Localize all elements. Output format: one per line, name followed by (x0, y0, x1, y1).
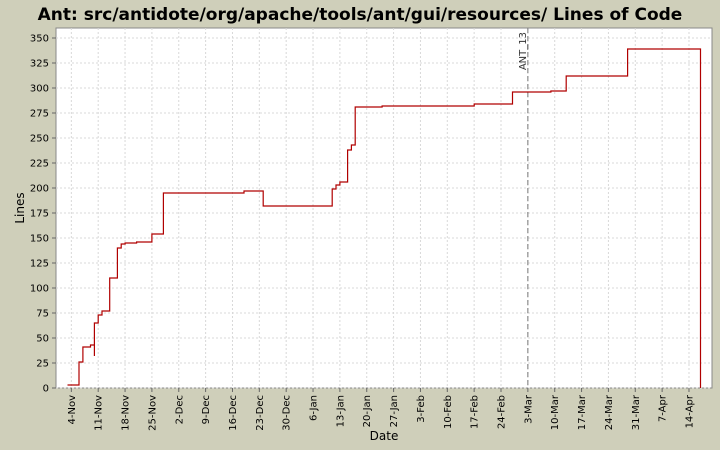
x-tick-label: 3-Feb (416, 395, 427, 423)
y-ticks: 0 25 50 75 100 125 150 175 200 225 250 275 300 325 350 (30, 34, 56, 395)
y-tick-label: 25 (36, 359, 49, 370)
series-layer (67, 48, 702, 388)
grid-layer (56, 28, 712, 389)
x-ticks: 4-Nov 11-Nov 18-Nov 25-Nov 2-Dec 9-Dec 16-Dec 2… (67, 388, 695, 431)
x-tick-label: 10-Mar (550, 394, 561, 430)
y-tick-label: 150 (30, 234, 49, 245)
x-tick-label: 6-Jan (309, 395, 320, 421)
y-tick-label: 0 (43, 384, 49, 395)
x-tick-label: 17-Feb (470, 395, 481, 429)
x-axis-label: Date (370, 429, 399, 443)
x-tick-label: 23-Dec (255, 395, 266, 431)
y-tick-label: 300 (30, 84, 49, 95)
y-tick-label: 250 (30, 134, 49, 145)
chart-title: Ant: src/antidote/org/apache/tools/ant/g… (38, 5, 683, 25)
series-line (67, 48, 702, 388)
y-tick-label: 350 (30, 34, 49, 45)
x-tick-label: 13-Jan (335, 395, 346, 427)
y-tick-label: 125 (30, 259, 49, 270)
x-tick-label: 30-Dec (282, 395, 293, 431)
x-tick-label: 16-Dec (228, 395, 239, 431)
x-tick-label: 11-Nov (94, 395, 105, 431)
x-tick-label: 9-Dec (201, 395, 212, 424)
y-tick-label: 225 (30, 159, 49, 170)
x-tick-label: 4-Nov (67, 395, 78, 425)
x-tick-label: 18-Nov (121, 395, 132, 431)
x-tick-label: 24-Mar (604, 394, 615, 430)
x-tick-label: 24-Feb (497, 395, 508, 429)
x-tick-label: 2-Dec (174, 395, 185, 424)
y-tick-label: 275 (30, 109, 49, 120)
y-axis-label: Lines (13, 192, 27, 223)
y-tick-label: 100 (30, 284, 49, 295)
y-tick-label: 75 (36, 309, 49, 320)
y-tick-label: 175 (30, 209, 49, 220)
x-tick-label: 27-Jan (389, 395, 400, 427)
x-tick-label: 14-Apr (684, 394, 695, 428)
marker-label: ANT_13 (518, 32, 529, 70)
x-tick-label: 31-Mar (631, 394, 642, 430)
x-tick-label: 20-Jan (362, 395, 373, 427)
x-tick-label: 10-Feb (443, 395, 454, 429)
plot-area (55, 27, 713, 389)
x-tick-label: 7-Apr (658, 394, 669, 422)
y-tick-label: 200 (30, 184, 49, 195)
x-tick-label: 3-Mar (523, 394, 534, 424)
y-tick-label: 325 (30, 59, 49, 70)
y-tick-label: 50 (36, 334, 49, 345)
x-tick-label: 25-Nov (147, 395, 158, 431)
markers: ANT_13 (518, 28, 529, 388)
x-tick-label: 17-Mar (577, 394, 588, 430)
